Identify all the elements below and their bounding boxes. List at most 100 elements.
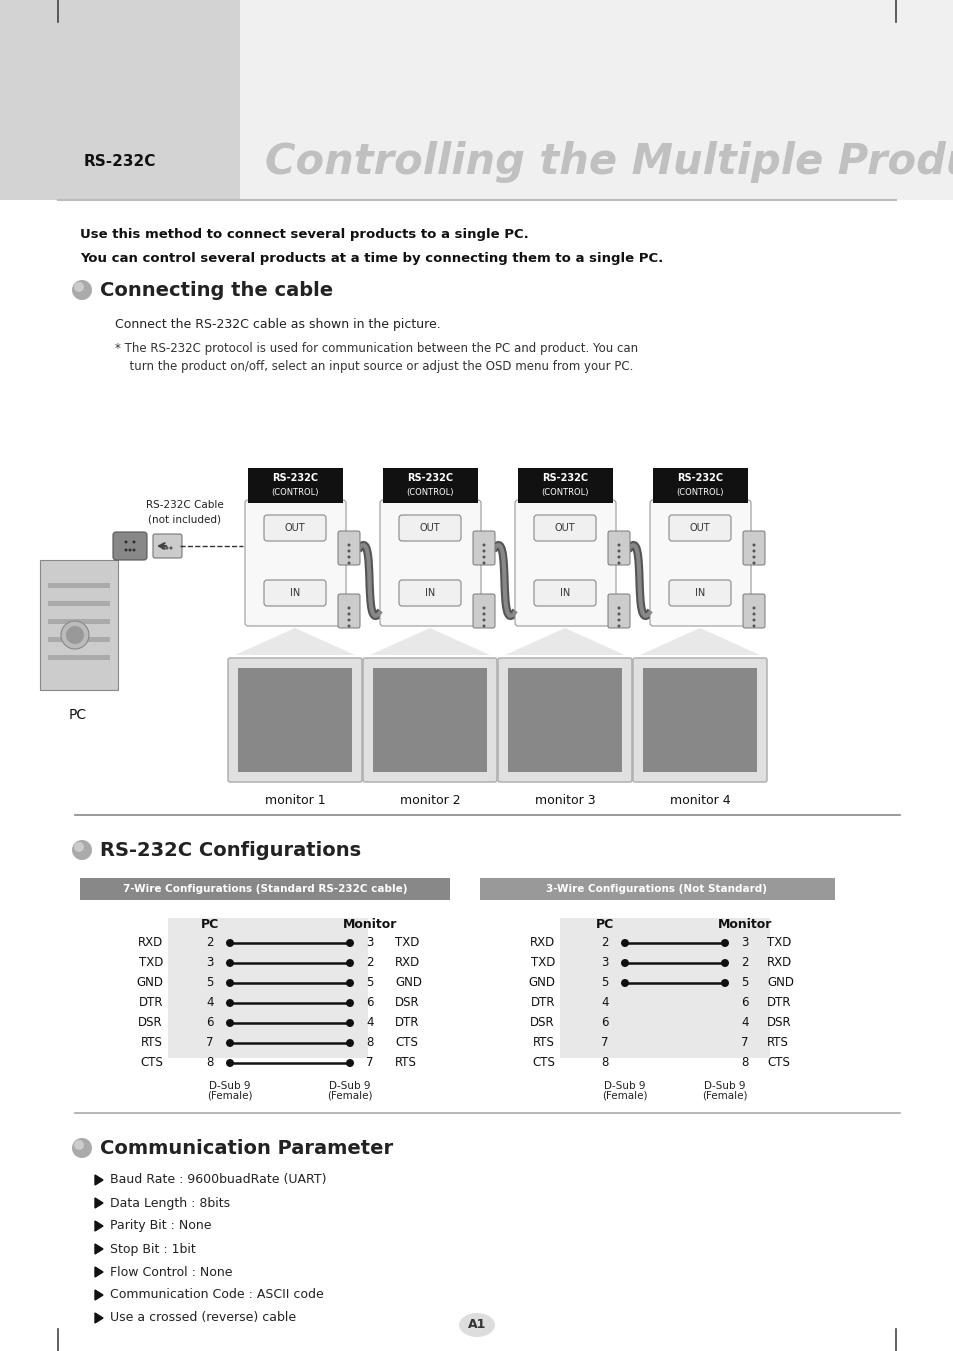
Ellipse shape: [617, 562, 619, 565]
Text: RS-232C: RS-232C: [677, 473, 722, 484]
FancyBboxPatch shape: [742, 531, 764, 565]
Ellipse shape: [482, 612, 485, 616]
Text: (Female): (Female): [601, 1092, 647, 1101]
Text: 6: 6: [206, 1016, 213, 1029]
Text: * The RS-232C protocol is used for communication between the PC and product. You: * The RS-232C protocol is used for commu…: [115, 342, 638, 355]
Text: 7-Wire Configurations (Standard RS-232C cable): 7-Wire Configurations (Standard RS-232C …: [123, 884, 407, 894]
Ellipse shape: [346, 1059, 354, 1067]
Ellipse shape: [132, 549, 135, 551]
Ellipse shape: [71, 1138, 91, 1158]
Ellipse shape: [66, 626, 84, 644]
Text: RXD: RXD: [766, 957, 791, 970]
Ellipse shape: [346, 979, 354, 988]
Text: PC: PC: [596, 919, 614, 931]
FancyBboxPatch shape: [607, 531, 629, 565]
Text: CTS: CTS: [140, 1056, 163, 1070]
Text: 4: 4: [366, 1016, 374, 1029]
Text: 2: 2: [740, 957, 748, 970]
Text: 2: 2: [366, 957, 374, 970]
Text: D-Sub 9: D-Sub 9: [209, 1081, 251, 1092]
Text: CTS: CTS: [532, 1056, 555, 1070]
FancyBboxPatch shape: [668, 580, 730, 607]
Ellipse shape: [482, 607, 485, 609]
Ellipse shape: [74, 282, 84, 292]
Text: TXD: TXD: [395, 936, 419, 950]
Ellipse shape: [346, 939, 354, 947]
Text: OUT: OUT: [419, 523, 440, 534]
FancyBboxPatch shape: [497, 658, 631, 782]
FancyBboxPatch shape: [668, 515, 730, 540]
Text: (not included): (not included): [149, 515, 221, 526]
Bar: [652, 467, 747, 503]
Ellipse shape: [226, 959, 233, 967]
Bar: [48, 584, 110, 588]
Ellipse shape: [482, 555, 485, 558]
Ellipse shape: [346, 959, 354, 967]
Text: TXD: TXD: [530, 957, 555, 970]
Text: TXD: TXD: [138, 957, 163, 970]
Text: OUT: OUT: [284, 523, 305, 534]
Ellipse shape: [347, 550, 350, 553]
FancyBboxPatch shape: [742, 594, 764, 628]
Text: RS-232C: RS-232C: [84, 154, 156, 169]
Text: Use this method to connect several products to a single PC.: Use this method to connect several produ…: [80, 228, 528, 240]
Text: 2: 2: [600, 936, 608, 950]
Bar: [40, 561, 118, 690]
Ellipse shape: [752, 607, 755, 609]
Text: RS-232C: RS-232C: [407, 473, 453, 484]
Text: 5: 5: [740, 977, 748, 989]
Ellipse shape: [617, 619, 619, 621]
Text: Use a crossed (reverse) cable: Use a crossed (reverse) cable: [110, 1312, 295, 1324]
Text: 6: 6: [600, 1016, 608, 1029]
Text: Monitor: Monitor: [342, 919, 396, 931]
Bar: [168, 917, 368, 1058]
Polygon shape: [234, 628, 355, 655]
Ellipse shape: [482, 624, 485, 627]
Bar: [642, 667, 757, 771]
Text: 5: 5: [366, 977, 374, 989]
FancyBboxPatch shape: [112, 532, 147, 561]
Text: GND: GND: [766, 977, 793, 989]
FancyBboxPatch shape: [649, 500, 750, 626]
Text: 6: 6: [740, 997, 748, 1009]
Ellipse shape: [482, 562, 485, 565]
FancyBboxPatch shape: [534, 580, 596, 607]
Ellipse shape: [620, 979, 628, 988]
Bar: [80, 878, 450, 900]
Ellipse shape: [752, 550, 755, 553]
Polygon shape: [95, 1198, 103, 1208]
Ellipse shape: [617, 550, 619, 553]
Text: (CONTROL): (CONTROL): [406, 489, 454, 497]
Bar: [237, 667, 352, 771]
FancyBboxPatch shape: [607, 594, 629, 628]
Text: monitor 1: monitor 1: [264, 793, 325, 807]
Ellipse shape: [617, 607, 619, 609]
Ellipse shape: [129, 549, 132, 551]
Text: (CONTROL): (CONTROL): [271, 489, 318, 497]
Bar: [559, 917, 769, 1058]
Text: 3: 3: [600, 957, 608, 970]
Text: DTR: DTR: [530, 997, 555, 1009]
Ellipse shape: [61, 621, 89, 648]
Text: IN: IN: [694, 588, 704, 598]
Bar: [0, 0, 240, 200]
Text: RXD: RXD: [395, 957, 420, 970]
Ellipse shape: [226, 1019, 233, 1027]
Ellipse shape: [482, 543, 485, 547]
Text: 3: 3: [206, 957, 213, 970]
Text: Stop Bit : 1bit: Stop Bit : 1bit: [110, 1243, 195, 1255]
FancyBboxPatch shape: [379, 500, 480, 626]
FancyBboxPatch shape: [337, 531, 359, 565]
FancyBboxPatch shape: [245, 500, 346, 626]
Text: 3-Wire Configurations (Not Standard): 3-Wire Configurations (Not Standard): [546, 884, 767, 894]
Ellipse shape: [458, 1313, 495, 1337]
Ellipse shape: [132, 540, 135, 543]
Text: 8: 8: [740, 1056, 748, 1070]
Text: RTS: RTS: [395, 1056, 416, 1070]
Polygon shape: [95, 1221, 103, 1231]
Text: D-Sub 9: D-Sub 9: [603, 1081, 645, 1092]
Bar: [48, 601, 110, 607]
Text: 8: 8: [366, 1036, 374, 1050]
Ellipse shape: [620, 959, 628, 967]
Ellipse shape: [226, 1059, 233, 1067]
